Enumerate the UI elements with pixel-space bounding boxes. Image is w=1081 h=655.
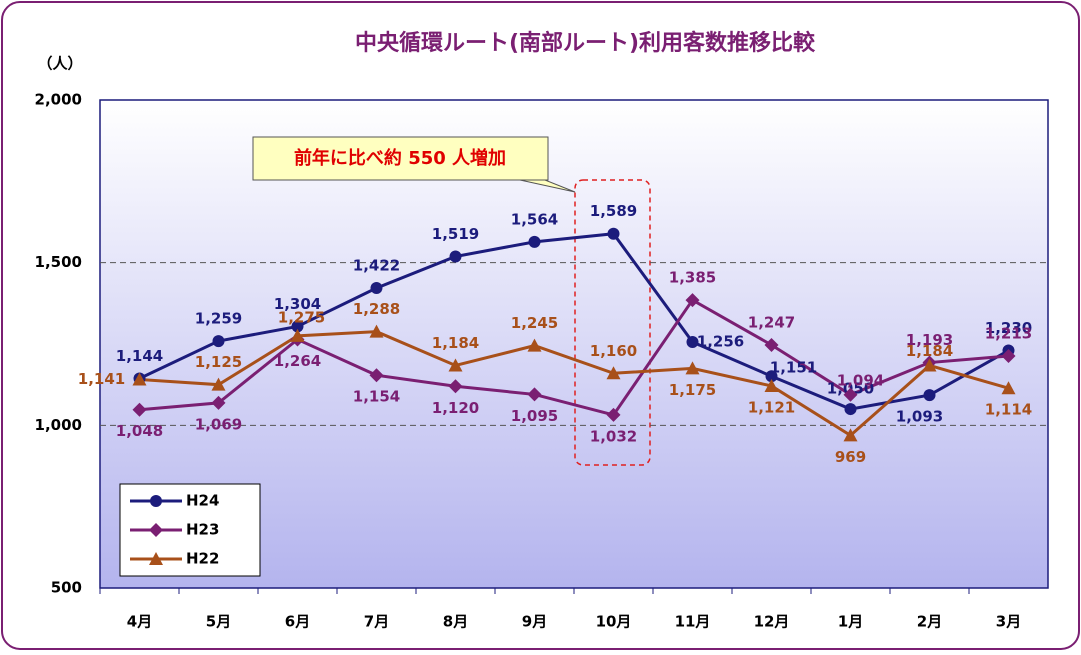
- x-tick-label: 8月: [443, 613, 468, 631]
- marker: [149, 523, 163, 537]
- data-label: 1,121: [748, 398, 795, 416]
- x-tick-label: 10月: [596, 613, 632, 631]
- y-axis-label: （人）: [37, 55, 82, 73]
- data-label: 1,259: [195, 310, 242, 328]
- series-line: [139, 330, 1009, 438]
- marker: [369, 368, 384, 383]
- marker: [448, 358, 463, 372]
- chart-title: 中央循環ルート(南部ルート)利用客数推移比較: [355, 30, 816, 56]
- marker: [1001, 381, 1016, 395]
- marker: [685, 293, 700, 308]
- data-label: 1,154: [353, 388, 400, 406]
- data-label: 1,144: [116, 347, 163, 365]
- data-label: 1,230: [985, 319, 1032, 337]
- marker: [686, 336, 699, 349]
- data-label: 1,114: [985, 401, 1032, 419]
- marker: [527, 338, 542, 352]
- y-tick-label: 2,000: [35, 91, 82, 109]
- marker: [843, 428, 858, 442]
- marker: [290, 328, 305, 342]
- legend-label: H22: [186, 550, 219, 568]
- marker: [528, 235, 541, 248]
- marker: [922, 358, 937, 372]
- marker: [764, 337, 779, 352]
- marker: [132, 372, 147, 386]
- x-tick-label: 7月: [364, 613, 389, 631]
- marker: [211, 395, 226, 410]
- marker: [764, 378, 779, 392]
- marker: [370, 282, 383, 295]
- data-label: 1,385: [669, 269, 716, 287]
- legend-label: H24: [186, 492, 219, 510]
- data-label: 969: [835, 448, 866, 466]
- highlight-box: [574, 179, 651, 466]
- data-label: 1,304: [274, 295, 321, 313]
- marker: [449, 250, 462, 263]
- data-label: 1,422: [353, 257, 400, 275]
- x-tick-label: 12月: [754, 613, 790, 631]
- y-tick-label: 1,500: [35, 253, 82, 271]
- data-label: 1,213: [985, 325, 1032, 343]
- data-label: 1,175: [669, 381, 716, 399]
- marker: [844, 403, 857, 416]
- data-label: 1,256: [697, 333, 744, 351]
- data-label: 1,120: [432, 399, 479, 417]
- data-label: 1,564: [511, 210, 558, 228]
- data-label: 1,519: [432, 225, 479, 243]
- data-label: 1,589: [590, 202, 637, 220]
- x-tick-label: 3月: [996, 613, 1021, 631]
- data-label: 1,048: [116, 422, 163, 440]
- data-label: 1,247: [748, 313, 795, 331]
- annotation: 前年に比べ約 550 人増加: [294, 147, 506, 169]
- data-label: 1,093: [896, 408, 943, 426]
- marker: [369, 324, 384, 338]
- data-label: 1,193: [906, 331, 953, 349]
- marker: [606, 407, 621, 422]
- data-label: 1,275: [278, 308, 325, 326]
- y-tick-label: 500: [51, 579, 82, 597]
- data-label: 1,125: [195, 353, 242, 371]
- x-tick-label: 9月: [522, 613, 547, 631]
- marker: [765, 370, 778, 383]
- marker: [923, 389, 936, 402]
- marker: [607, 227, 620, 240]
- marker: [211, 377, 226, 391]
- legend-label: H23: [186, 521, 219, 539]
- series-line: [139, 298, 1009, 417]
- data-label: 1,184: [432, 334, 479, 352]
- x-tick-label: 2月: [917, 613, 942, 631]
- marker: [149, 552, 163, 565]
- marker: [448, 379, 463, 394]
- data-label: 1,095: [511, 407, 558, 425]
- series-line: [138, 232, 1010, 411]
- x-tick-label: 1月: [838, 613, 863, 631]
- data-label: 1,069: [195, 415, 242, 433]
- marker: [150, 495, 162, 507]
- marker: [685, 361, 700, 375]
- x-tick-label: 5月: [206, 613, 231, 631]
- data-label: 1,160: [590, 342, 637, 360]
- data-label: 1,141: [78, 370, 125, 388]
- marker: [212, 335, 225, 348]
- data-label: 1,288: [353, 300, 400, 318]
- marker: [291, 320, 304, 333]
- marker: [132, 402, 147, 417]
- x-tick-label: 4月: [127, 613, 152, 631]
- data-label: 1,264: [274, 352, 321, 370]
- data-label: 1,245: [511, 314, 558, 332]
- callout-box: [252, 136, 549, 181]
- marker: [527, 387, 542, 402]
- data-label: 1,032: [590, 427, 637, 445]
- data-label: 1,151: [770, 359, 817, 377]
- x-tick-label: 11月: [675, 613, 711, 631]
- data-label: 1,184: [906, 342, 953, 360]
- marker: [606, 366, 621, 380]
- marker: [1001, 349, 1016, 364]
- data-label: 1,094: [837, 371, 884, 389]
- marker: [843, 387, 858, 402]
- x-tick-label: 6月: [285, 613, 310, 631]
- y-tick-label: 1,000: [35, 416, 82, 434]
